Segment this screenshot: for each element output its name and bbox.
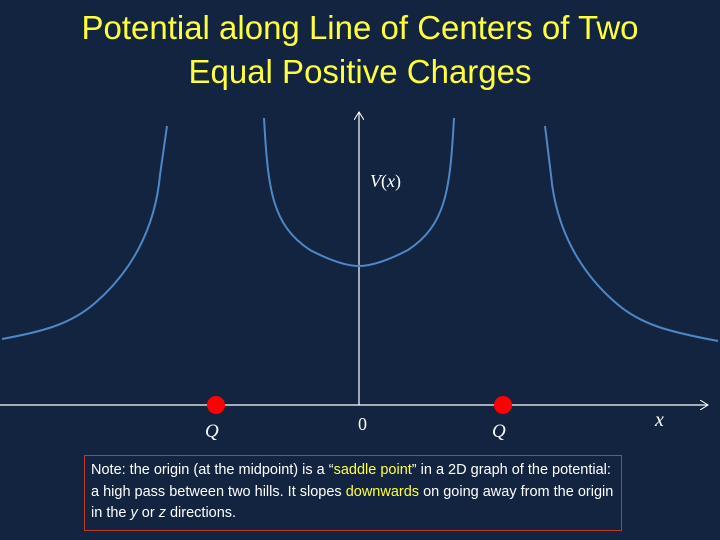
title-line-1: Potential along Line of Centers of Two [81,9,639,46]
note-highlight-downwards: downwards [345,483,420,500]
note-text-1: Note: the origin (at the midpoint) is a … [91,462,334,478]
note-highlight-saddle-point: saddle point [333,462,412,478]
x-axis-label: x [654,409,664,431]
title-line-2: Equal Positive Charges [188,53,532,90]
slide-title: Potential along Line of Centers of Two E… [0,6,720,94]
potential-curve-middle [263,117,455,268]
right-charge-label: Q [492,421,506,442]
note-z: z [158,505,166,521]
left-charge-label: Q [205,421,219,442]
potential-curve-left [1,125,168,340]
left-charge [207,396,225,414]
note-text-2: ” in a 2D graph of the potential: a high… [91,462,611,500]
potential-curve-right [544,125,719,342]
note-box: Note: the origin (at the midpoint) is a … [84,455,622,531]
note-text-4: directions. [165,505,237,521]
note-text-3: on going away from the origin in the [91,483,614,522]
origin-label: 0 [358,414,367,434]
note-or: or [137,505,159,521]
note-y: y [130,505,138,521]
y-axis-label: V(x) [370,171,401,192]
right-charge [494,396,512,414]
